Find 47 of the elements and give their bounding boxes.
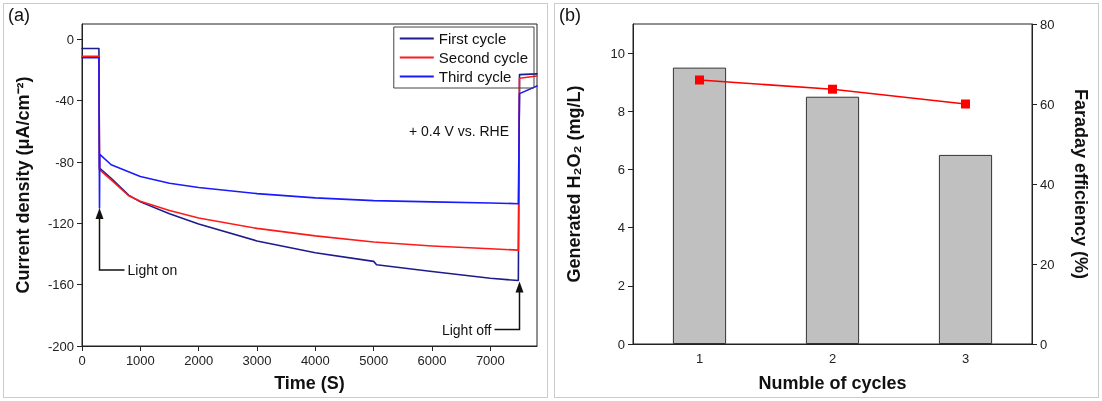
x-tick-label: 3000 — [242, 353, 272, 368]
annotation: + 0.4 V vs. RHE — [409, 123, 509, 139]
y-tick-label: 6 — [617, 161, 625, 177]
legend-label: First cycle — [438, 30, 507, 47]
x-tick-label: 6000 — [417, 353, 447, 368]
y2-tick-label: 40 — [1040, 176, 1055, 192]
bar — [938, 154, 993, 344]
point — [695, 75, 704, 85]
y2-tick-label: 80 — [1040, 16, 1055, 32]
y-axis-title: Current density (μA/cm⁻²) — [13, 76, 33, 294]
x-axis-title: Numble of cycles — [758, 373, 907, 393]
annotation: Light on — [127, 262, 178, 278]
text: (b) — [559, 5, 581, 25]
x-tick-label: 2000 — [184, 353, 214, 368]
x-tick-label: 2 — [828, 351, 837, 366]
y2-tick-label: 60 — [1040, 96, 1055, 112]
y-tick-label: 0 — [617, 336, 625, 352]
point — [828, 84, 837, 94]
y-tick-label: -200 — [47, 338, 74, 354]
x-tick-label: 5000 — [359, 353, 389, 368]
bar — [672, 67, 727, 344]
y-tick-label: 4 — [617, 220, 625, 236]
y-tick-label: -160 — [47, 277, 74, 293]
x-axis-title: Time (S) — [274, 373, 345, 393]
y-tick-label: -80 — [55, 154, 74, 170]
y-tick-label: -120 — [47, 215, 74, 231]
y-tick-label: 2 — [617, 278, 625, 294]
x-tick-label: 4000 — [300, 353, 330, 368]
y-tick-label: -40 — [55, 93, 74, 109]
bar — [805, 96, 860, 344]
y2-tick-label: 20 — [1040, 256, 1055, 272]
legend-label: Second cycle — [438, 49, 528, 66]
y-axis-title: Generated H₂O₂ (mg/L) — [564, 85, 584, 283]
legend-label: Third cycle — [438, 68, 512, 85]
y-tick-label: 10 — [610, 45, 625, 61]
x-tick-label: 7000 — [475, 353, 505, 368]
point — [961, 99, 970, 109]
y2-axis-title: Faraday efficiency (%) — [1071, 88, 1091, 280]
annotation: Light off — [441, 321, 492, 338]
y-tick-label: 0 — [66, 31, 74, 47]
y-tick-label: 8 — [617, 103, 625, 119]
x-tick-label: 1000 — [125, 353, 155, 368]
text: (a) — [8, 5, 30, 25]
y2-tick-label: 0 — [1040, 336, 1048, 352]
x-tick-label: 1 — [695, 351, 704, 366]
x-tick-label: 0 — [78, 353, 86, 368]
x-tick-label: 3 — [961, 351, 970, 366]
